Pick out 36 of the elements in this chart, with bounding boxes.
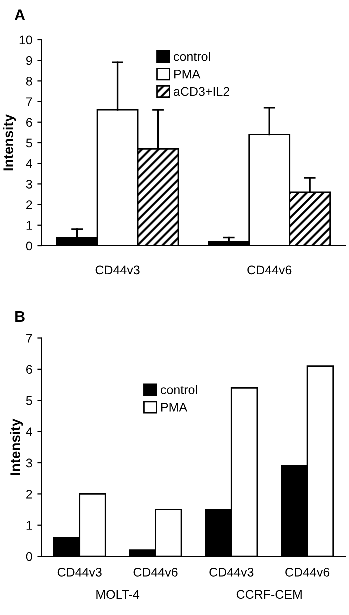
legend-label: PMA: [174, 70, 201, 79]
y-tick-label: 1: [26, 521, 32, 530]
y-axis-title: Intensity: [3, 114, 16, 171]
y-tick-label: 4: [26, 160, 32, 168]
x-tick-label: CD44v3: [210, 568, 254, 577]
x-tick-label: CD44v6: [286, 568, 330, 577]
y-tick-label: 2: [26, 490, 32, 499]
y-tick-label: 10: [20, 36, 32, 45]
x-tick-label: CD44v3: [58, 568, 102, 577]
legend-label: control: [161, 385, 198, 394]
y-tick-label: 7: [26, 334, 32, 343]
text: CCRF-CEM: [236, 590, 302, 600]
y-tick-label: 3: [26, 458, 32, 468]
y-tick-label: 2: [26, 200, 32, 210]
text: MOLT-4: [96, 590, 140, 600]
chart-title: B: [16, 311, 25, 322]
x-tick-label: CD44v6: [134, 568, 178, 577]
y-tick-label: 1: [26, 221, 32, 230]
y-tick-label: 4: [26, 428, 32, 436]
y-tick-label: 3: [26, 180, 32, 189]
legend-label: aCD3+IL2: [174, 87, 230, 96]
y-tick-label: 5: [26, 396, 32, 406]
y-tick-label: 7: [26, 98, 32, 106]
x-tick-label: CD44v3: [96, 266, 140, 275]
y-tick-label: 6: [26, 118, 32, 128]
y-tick-label: 8: [26, 76, 32, 86]
y-axis-title: Intensity: [10, 418, 24, 476]
legend-label: control: [174, 52, 210, 62]
legend-label: PMA: [161, 403, 188, 412]
y-tick-label: 0: [26, 552, 32, 562]
y-tick-label: 5: [26, 138, 32, 148]
y-tick-label: 9: [26, 56, 32, 66]
chart-title: A: [14, 10, 26, 20]
y-tick-label: 6: [26, 365, 32, 374]
x-tick-label: CD44v6: [248, 266, 292, 275]
y-tick-label: 0: [26, 242, 32, 251]
